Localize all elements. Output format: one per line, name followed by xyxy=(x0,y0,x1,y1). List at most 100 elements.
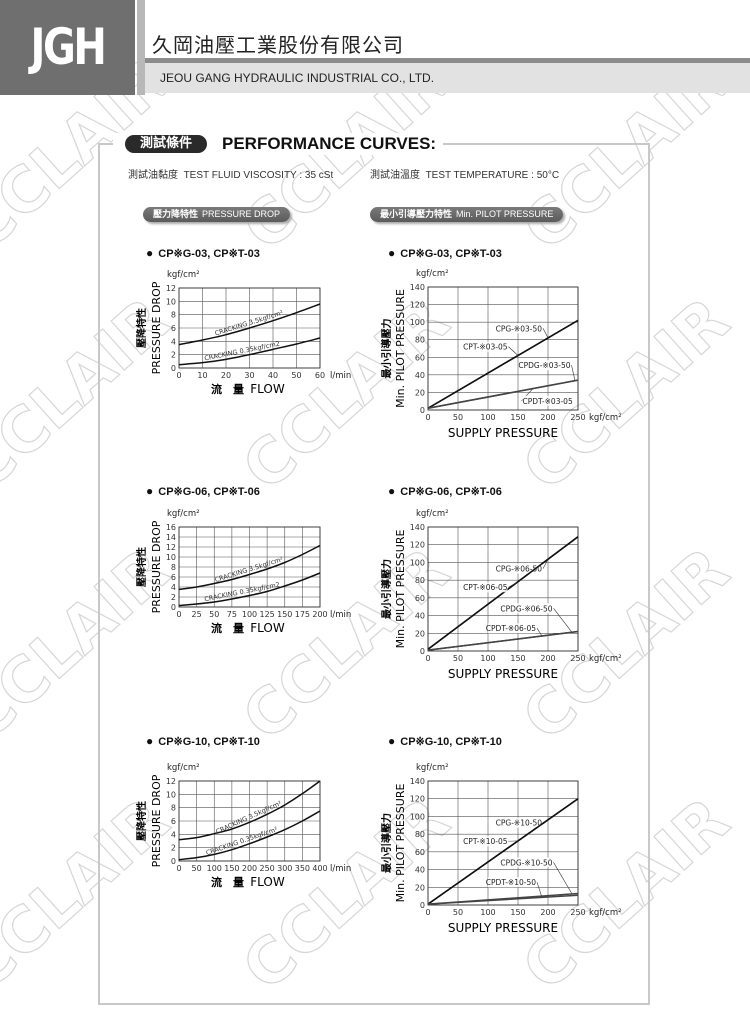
x-tick-label: 0 xyxy=(425,908,430,917)
series-line xyxy=(178,337,321,366)
pilot-pressure-header-en: Min. PILOT PRESSURE xyxy=(456,209,554,219)
x-tick-label: 0 xyxy=(176,610,181,619)
x-tick-label: 300 xyxy=(277,864,292,873)
series-line xyxy=(427,319,579,409)
temperature-value: TEST TEMPERATURE : 50°C xyxy=(425,170,560,181)
x-tick-label: 400 xyxy=(312,864,327,873)
leader-line xyxy=(553,608,573,633)
series-label: CPDT-※10-50 xyxy=(486,878,536,887)
chart-1: 0 10 20 30 40 50 60 0 2 4 6 8 10 12 kgf/cm² l/min 壓降特性 PR… xyxy=(135,270,351,396)
x-tick-label: 100 xyxy=(480,413,495,422)
x-tick-label: 50 xyxy=(209,610,219,619)
x-tick-label: 200 xyxy=(242,864,257,873)
series-line xyxy=(427,798,579,905)
x-tick-label: 60 xyxy=(315,371,325,380)
y-axis-title-cn: 最小引導壓力 xyxy=(380,559,393,619)
pressure-drop-header-en: PRESSURE DROP xyxy=(202,209,281,219)
label-background xyxy=(494,323,542,334)
x-axis-title: FLOW xyxy=(250,621,285,635)
series-label: CPG-※03-50 xyxy=(496,324,543,333)
plot-frame xyxy=(427,286,579,411)
series-line xyxy=(178,780,321,841)
header-band xyxy=(145,63,750,93)
x-tick-label: 250 xyxy=(570,413,585,422)
y-tick-label: 12 xyxy=(166,543,176,552)
x-tick-label: 150 xyxy=(277,610,292,619)
x-tick-label: 200 xyxy=(540,908,555,917)
pilot-pressure-header-cn: 最小引導壓力特性 xyxy=(380,210,453,220)
leader-line xyxy=(536,627,543,637)
series-label: CPDG-※10-50 xyxy=(500,858,552,867)
chart-2: 0 50 100 150 200 250 0 20 40 60 80 100 120 140 kgf/cm²… xyxy=(380,269,622,440)
y-tick-label: 2 xyxy=(171,844,176,853)
x-tick-label: 150 xyxy=(224,864,239,873)
y-tick-label: 0 xyxy=(171,603,176,612)
series-line xyxy=(178,303,321,346)
plot-frame xyxy=(178,526,321,608)
series-line xyxy=(427,536,579,650)
y-tick-label: 100 xyxy=(410,318,425,327)
x-unit-label: l/min xyxy=(330,371,351,381)
y-unit-label: kgf/cm² xyxy=(416,509,449,519)
bullet-icon: ● xyxy=(388,734,396,748)
y-tick-label: 140 xyxy=(410,283,425,292)
y-tick-label: 80 xyxy=(415,576,425,585)
y-axis-title: Min. PILOT PRESSURE xyxy=(394,289,407,408)
label-background xyxy=(522,360,571,371)
logo-box xyxy=(0,0,135,95)
x-tick-label: 0 xyxy=(176,371,181,380)
plot-frame xyxy=(427,780,579,906)
y-axis-title-cn: 最小引導壓力 xyxy=(380,813,393,873)
series-line xyxy=(178,810,321,861)
y-tick-label: 60 xyxy=(415,594,425,603)
section-title-badge: 測試條件 xyxy=(125,135,207,153)
bullet-icon: ● xyxy=(146,246,154,260)
y-tick-label: 80 xyxy=(415,336,425,345)
label-background xyxy=(488,623,536,634)
series-line xyxy=(427,379,579,409)
label-background xyxy=(459,582,508,593)
y-tick-label: 12 xyxy=(166,777,176,786)
temperature-condition: 測試油溫度 TEST TEMPERATURE : 50°C xyxy=(370,166,559,181)
chart-title-4: ● CP※G-06, CP※T-06 xyxy=(388,484,502,498)
label-background xyxy=(522,395,571,406)
y-tick-label: 2 xyxy=(171,593,176,602)
y-tick-label: 4 xyxy=(171,337,176,346)
x-tick-label: 0 xyxy=(176,864,181,873)
chart-title-3: ● CP※G-06, CP※T-06 xyxy=(146,484,260,498)
leader-line xyxy=(571,365,576,381)
series-label: CRACKING 0.35kgf/cm2 xyxy=(204,340,281,363)
y-axis-title: Min. PILOT PRESSURE xyxy=(394,530,407,649)
y-tick-label: 10 xyxy=(166,790,176,799)
x-tick-label: 40 xyxy=(268,371,278,380)
y-tick-label: 60 xyxy=(415,353,425,362)
bullet-icon: ● xyxy=(388,484,396,498)
x-tick-label: 100 xyxy=(480,908,495,917)
viscosity-condition: 測試油黏度 TEST FLUID VISCOSITY : 35 cSt xyxy=(128,166,333,181)
series-label: CPDG-※06-50 xyxy=(500,604,552,613)
y-tick-label: 0 xyxy=(420,647,425,656)
bullet-icon: ● xyxy=(388,246,396,260)
plot-frame xyxy=(427,526,579,652)
leader-line xyxy=(542,559,549,569)
chart-title-text: CP※G-06, CP※T-06 xyxy=(400,486,502,498)
x-tick-label: 150 xyxy=(510,413,525,422)
chart-title-2: ● CP※G-03, CP※T-03 xyxy=(388,246,502,260)
y-tick-label: 6 xyxy=(171,573,176,582)
y-tick-label: 120 xyxy=(410,795,425,804)
y-axis-title-cn: 壓降特性 xyxy=(135,547,148,587)
y-tick-label: 4 xyxy=(171,583,176,592)
x-unit-label: l/min xyxy=(330,610,351,620)
chart-title-text: CP※G-10, CP※T-10 xyxy=(158,736,260,748)
x-unit-label: l/min xyxy=(330,864,351,874)
x-tick-label: 0 xyxy=(425,654,430,663)
chart-title-text: CP※G-03, CP※T-03 xyxy=(158,248,260,260)
series-line xyxy=(178,544,321,591)
y-tick-label: 8 xyxy=(171,563,176,572)
x-tick-label: 250 xyxy=(570,908,585,917)
bullet-icon: ● xyxy=(146,484,154,498)
series-line xyxy=(427,894,579,905)
series-label: CPT-※03-05 xyxy=(463,343,508,352)
series-line xyxy=(427,630,579,651)
